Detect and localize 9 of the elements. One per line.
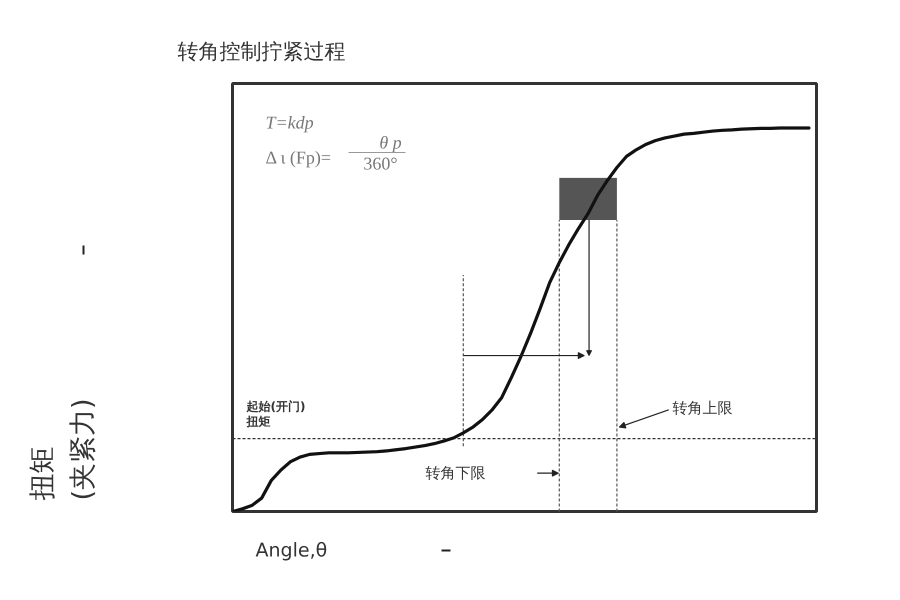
ref-line-label: 起始(开门) 扭矩 <box>246 400 306 429</box>
annotation: 360° <box>363 154 398 174</box>
annotation: 转角上限 <box>672 398 733 417</box>
x-axis-title: Angle,θ <box>256 540 328 562</box>
annotation: 转角下限 <box>425 464 486 482</box>
y-axis-title: 扭矩 (夹紧力) <box>27 398 98 500</box>
annotation: T=kdp <box>266 112 314 132</box>
chart-title: 转角控制拧紧过程 <box>178 40 346 64</box>
annotation: Δ ι (Fp)= <box>266 148 332 168</box>
